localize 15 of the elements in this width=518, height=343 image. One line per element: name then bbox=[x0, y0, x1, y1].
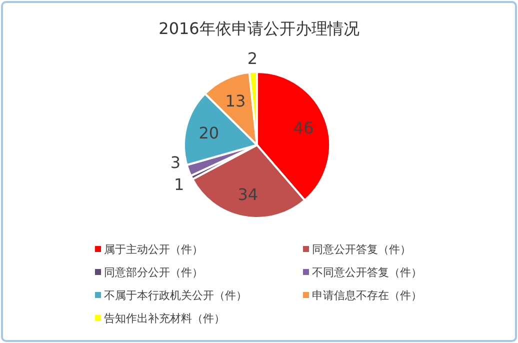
data-label: 20 bbox=[198, 124, 220, 143]
legend-label: 属于主动公开（件） bbox=[104, 243, 203, 256]
legend-label: 不属于本行政机关公开（件） bbox=[104, 289, 247, 302]
legend-label: 告知作出补充材料（件） bbox=[104, 312, 225, 325]
legend-label: 同意部分公开（件） bbox=[104, 266, 203, 279]
data-label: 46 bbox=[293, 118, 314, 138]
data-label: 2 bbox=[247, 49, 258, 68]
data-label: 34 bbox=[238, 184, 258, 204]
legend-label: 不同意公开答复（件） bbox=[312, 266, 422, 279]
data-label: 1 bbox=[174, 174, 184, 194]
chart-title: 2016年依申请公开办理情况 bbox=[158, 19, 360, 38]
data-label: 3 bbox=[170, 152, 181, 172]
data-label: 13 bbox=[225, 91, 246, 110]
legend-label: 同意公开答复（件） bbox=[312, 243, 411, 256]
legend-label: 申请信息不存在（件） bbox=[312, 289, 422, 302]
